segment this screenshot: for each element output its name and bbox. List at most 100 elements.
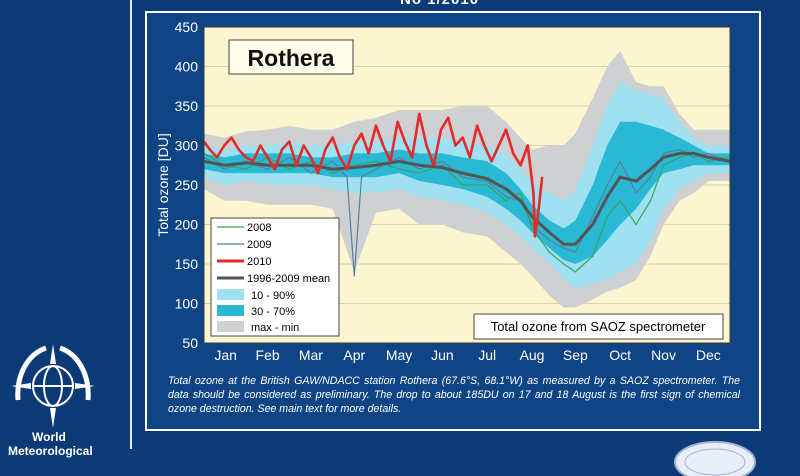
data-point	[649, 168, 652, 170]
data-point	[440, 129, 442, 131]
data-point	[288, 140, 290, 143]
data-point	[288, 164, 290, 166]
data-point	[505, 188, 507, 190]
data-point	[490, 160, 493, 162]
data-point	[662, 152, 665, 154]
x-tick-label: Feb	[256, 347, 280, 363]
annotation-box	[473, 313, 724, 340]
data-point	[375, 168, 377, 170]
data-point	[375, 164, 377, 166]
data-point	[252, 160, 254, 162]
y-tick-label: 250	[175, 177, 199, 193]
x-tick-label: Jul	[478, 347, 496, 363]
series-line-2008	[204, 152, 730, 273]
data-point	[619, 176, 621, 178]
legend-label: 30 - 70%	[251, 306, 295, 318]
data-point	[332, 168, 334, 170]
seal-icon	[674, 441, 756, 476]
data-point	[266, 164, 269, 166]
data-point	[505, 196, 507, 198]
data-point	[418, 113, 420, 115]
data-point	[389, 160, 392, 162]
data-point	[649, 176, 652, 178]
data-point	[411, 156, 413, 158]
data-point	[418, 164, 420, 166]
data-point	[375, 160, 377, 162]
data-point	[592, 255, 594, 257]
data-point	[332, 160, 334, 162]
data-point	[541, 176, 543, 178]
data-point	[662, 164, 665, 166]
data-point	[266, 168, 269, 170]
data-point	[425, 144, 428, 147]
data-point	[619, 200, 621, 202]
data-point	[462, 176, 464, 178]
data-point	[563, 243, 565, 245]
data-point	[245, 162, 247, 164]
data-point	[462, 172, 464, 174]
data-point	[635, 180, 637, 182]
data-point	[527, 144, 529, 147]
data-point	[531, 216, 533, 218]
legend-label: 2008	[247, 222, 271, 234]
data-point	[223, 168, 225, 170]
x-tick-label: Jan	[214, 347, 237, 363]
x-tick-label: Nov	[651, 347, 676, 363]
data-point	[519, 200, 522, 202]
data-point	[635, 223, 637, 226]
data-point	[512, 152, 514, 154]
data-point	[678, 152, 681, 154]
data-point	[398, 168, 400, 170]
data-point	[462, 184, 464, 186]
data-point	[649, 200, 652, 202]
data-point	[486, 178, 488, 180]
y-tick-label: 100	[175, 296, 199, 312]
data-point	[563, 247, 565, 249]
data-point	[230, 137, 233, 139]
data-point	[245, 156, 247, 158]
y-axis-label: Total ozone [DU]	[155, 133, 171, 237]
data-point	[483, 144, 485, 147]
sidebar-divider	[130, 0, 132, 449]
data-point	[462, 137, 464, 139]
data-point	[532, 192, 535, 194]
data-point	[531, 227, 533, 230]
y-tick-label: 400	[175, 59, 199, 75]
data-point	[418, 168, 420, 170]
x-tick-label: Apr	[343, 347, 365, 363]
legend-label: 10 - 90%	[251, 290, 295, 302]
data-point	[486, 184, 488, 186]
band-30-70	[204, 121, 730, 264]
data-point	[678, 148, 681, 151]
data-point	[441, 160, 444, 162]
series-line-2009	[204, 148, 730, 277]
data-point	[635, 192, 637, 194]
data-point	[398, 160, 400, 162]
data-point	[519, 164, 522, 166]
data-point	[447, 117, 449, 119]
chart-title: Rothera	[248, 45, 335, 71]
data-point	[606, 196, 608, 198]
data-point	[574, 271, 576, 273]
data-point	[505, 129, 507, 131]
x-tick-label: Sep	[563, 347, 588, 363]
data-point	[574, 243, 576, 245]
figure-caption: Total ozone at the British GAW/NDACC sta…	[168, 375, 740, 415]
data-point	[238, 148, 240, 151]
data-point	[486, 180, 488, 182]
data-point	[574, 251, 576, 253]
data-point	[266, 156, 269, 158]
data-point	[375, 125, 377, 127]
data-point	[662, 156, 665, 158]
legend-swatch	[217, 321, 244, 332]
data-point	[353, 144, 355, 147]
y-tick-label: 150	[175, 256, 199, 272]
data-point	[498, 144, 500, 147]
data-point	[548, 251, 550, 253]
data-point	[441, 167, 444, 169]
data-point	[606, 216, 608, 218]
legend-label: 1996-2009 mean	[247, 273, 330, 285]
x-tick-label: Oct	[609, 347, 631, 363]
legend-label: 2010	[247, 256, 271, 268]
data-point	[441, 164, 444, 166]
